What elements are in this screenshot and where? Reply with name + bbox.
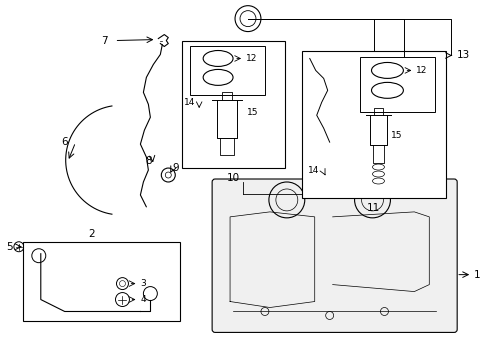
Bar [23,242,180,321]
Text: 15: 15 [390,131,402,140]
Text: 2: 2 [88,229,95,239]
Text: 14: 14 [307,166,319,175]
Text: 5: 5 [6,242,13,252]
Text: 12: 12 [415,66,427,75]
Text: 7: 7 [101,36,107,46]
Text: 14: 14 [184,98,195,107]
Text: 6: 6 [61,137,67,147]
Text: 10: 10 [226,173,239,183]
Text: 1: 1 [473,270,480,280]
Bar [182,41,285,168]
Text: 3: 3 [140,279,146,288]
Text: 11: 11 [366,203,379,213]
Bar [301,50,446,198]
FancyBboxPatch shape [212,179,456,332]
Text: 15: 15 [246,108,258,117]
Text: 12: 12 [245,54,257,63]
Bar [190,45,264,95]
Text: 4: 4 [140,295,146,304]
Text: 9: 9 [172,163,179,173]
Bar [359,58,434,112]
Text: 8: 8 [145,156,151,166]
Text: 13: 13 [456,50,469,60]
